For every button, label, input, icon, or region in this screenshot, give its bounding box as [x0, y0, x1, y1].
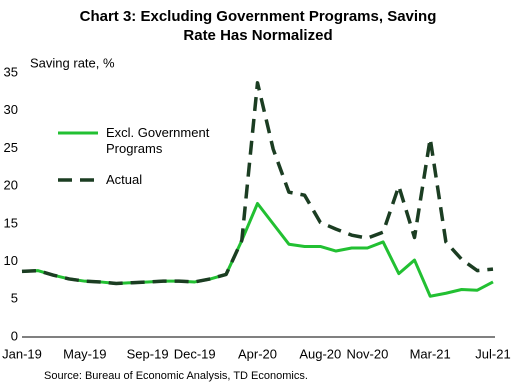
source-note: Source: Bureau of Economic Analysis, TD … [44, 370, 308, 382]
x-tick-label: Mar-21 [410, 346, 451, 361]
y-tick-label: 0 [11, 328, 18, 343]
y-tick-label: 10 [4, 253, 18, 268]
x-tick-label: Aug-20 [299, 346, 341, 361]
series-line [21, 81, 494, 286]
y-tick-label: 25 [4, 140, 18, 155]
y-axis-label: Saving rate, % [30, 55, 115, 70]
y-tick-label: 35 [4, 64, 18, 79]
x-tick-label: Dec-19 [174, 346, 216, 361]
x-tick-label: May-19 [63, 346, 106, 361]
y-tick-label: 30 [4, 102, 18, 117]
y-tick-label: 5 [11, 291, 18, 306]
x-tick-label: Sep-19 [127, 346, 169, 361]
legend-label: Actual [106, 172, 143, 187]
chart-title: Chart 3: Excluding Government Programs, … [80, 8, 437, 25]
y-tick-label: 20 [4, 178, 18, 193]
legend-label: Excl. Government Programs [106, 125, 210, 156]
x-tick-label: Jan-19 [2, 346, 42, 361]
x-tick-label: Apr-20 [238, 346, 277, 361]
chart-title: Rate Has Normalized [183, 27, 332, 44]
x-tick-label: Nov-20 [346, 346, 388, 361]
x-tick-label: Jul-21 [475, 346, 510, 361]
y-tick-label: 15 [4, 215, 18, 230]
